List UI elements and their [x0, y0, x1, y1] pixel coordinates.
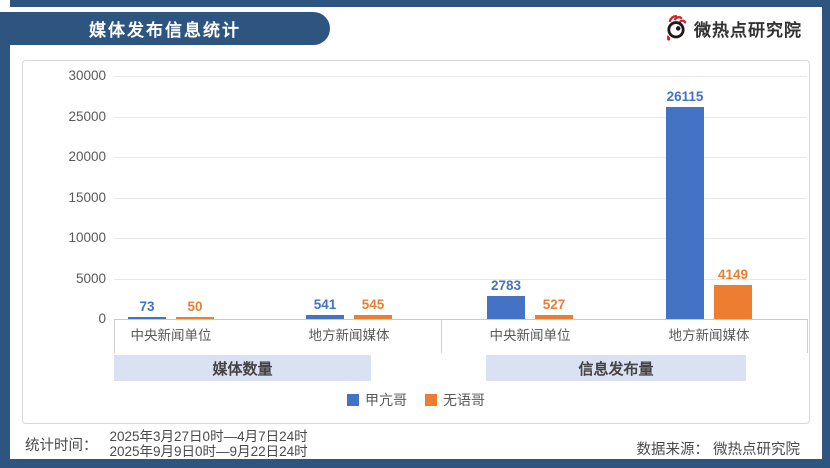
- axis-group-divider: [807, 319, 808, 353]
- stat-time-values: 2025年3月27日0时—4月7日24时 2025年9月9日0时—9月22日24…: [110, 429, 308, 459]
- bar: [487, 296, 525, 319]
- gridline: [114, 76, 807, 77]
- y-axis-tick-label: 25000: [68, 108, 106, 124]
- y-axis-tick-label: 10000: [68, 230, 106, 245]
- frame-right-bar: [822, 0, 830, 468]
- stat-time-line-2: 2025年9月9日0时—9月22日24时: [109, 444, 308, 459]
- y-axis-tick-label: 0: [98, 311, 106, 326]
- y-axis-tick-label: 30000: [68, 68, 106, 83]
- frame-left-bar: [0, 12, 10, 468]
- bar-value-label: 2783: [490, 278, 522, 293]
- frame-top-bar: [10, 0, 830, 7]
- category-label: 地方新闻媒体: [668, 328, 750, 343]
- bar: [306, 315, 344, 319]
- bar: [128, 317, 166, 319]
- legend-item: 无语哥: [425, 390, 485, 410]
- gridline: [114, 278, 807, 280]
- stat-time-label: 统计时间：: [25, 437, 98, 454]
- weibo-eye-icon: [662, 13, 690, 43]
- category-label: 地方新闻媒体: [308, 328, 390, 343]
- page-title: 媒体发布信息统计: [89, 21, 241, 40]
- y-axis-tick-label: 15000: [68, 189, 106, 205]
- axis-group-divider: [114, 319, 115, 353]
- stat-time-line-1: 2025年3月27日0时—4月7日24时: [109, 429, 308, 444]
- bar-value-label: 527: [542, 297, 566, 312]
- y-axis-tick-label: 20000: [68, 149, 106, 164]
- axis-group-divider: [441, 319, 442, 353]
- brand-logo: 微热点研究院: [662, 13, 802, 43]
- bar: [354, 315, 392, 319]
- bar-value-label: 26115: [666, 89, 704, 104]
- title-ribbon: 媒体发布信息统计: [0, 12, 330, 45]
- legend-item: 甲亢哥: [347, 390, 407, 410]
- stat-time-block: 统计时间： 2025年3月27日0时—4月7日24时 2025年9月9日0时—9…: [25, 429, 308, 459]
- category-label: 中央新闻单位: [130, 328, 212, 343]
- gridline: [114, 116, 807, 118]
- chart-legend: 甲亢哥 无语哥: [23, 390, 809, 410]
- legend-swatch: [425, 394, 437, 406]
- bar: [535, 315, 573, 319]
- bar-value-label: 73: [139, 299, 155, 314]
- bar-chart: 0 5000 10000 15000 20000 25000 30000 73 50 中央新闻单位…: [22, 60, 810, 424]
- group-band: 信息发布量: [486, 355, 746, 381]
- x-axis-line: [114, 319, 807, 320]
- frame-bottom-bar: [0, 459, 830, 468]
- brand-name: 微热点研究院: [694, 20, 802, 40]
- bar-value-label: 50: [187, 299, 203, 314]
- legend-swatch: [347, 394, 359, 406]
- bar-value-label: 4149: [717, 267, 749, 282]
- bar: [666, 107, 704, 319]
- bar-value-label: 541: [313, 297, 337, 312]
- gridline: [114, 157, 807, 158]
- bar-value-label: 545: [361, 297, 385, 312]
- data-source: 数据来源： 微热点研究院: [636, 442, 800, 458]
- gridline: [114, 197, 807, 199]
- bar: [176, 317, 214, 319]
- y-axis-tick-label: 5000: [75, 270, 106, 286]
- legend-label: 无语哥: [443, 392, 485, 408]
- gridline: [114, 238, 807, 239]
- group-band: 媒体数量: [114, 355, 371, 381]
- legend-label: 甲亢哥: [365, 392, 407, 408]
- category-label: 中央新闻单位: [489, 328, 571, 343]
- bar: [714, 285, 752, 319]
